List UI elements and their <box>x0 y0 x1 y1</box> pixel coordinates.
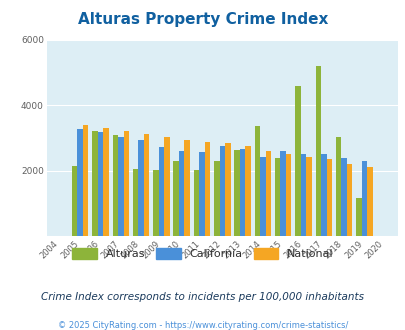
Bar <box>355 198 361 236</box>
Bar <box>224 143 230 236</box>
Bar <box>346 164 352 236</box>
Bar <box>315 66 320 236</box>
Bar <box>83 125 88 236</box>
Bar <box>280 151 285 236</box>
Bar <box>138 140 143 236</box>
Bar <box>219 146 224 236</box>
Bar <box>204 142 210 236</box>
Bar <box>361 161 366 236</box>
Bar <box>143 134 149 236</box>
Bar <box>184 140 190 236</box>
Bar <box>98 132 103 236</box>
Bar <box>294 86 300 236</box>
Bar <box>366 167 372 236</box>
Bar <box>158 147 164 236</box>
Bar <box>234 149 239 236</box>
Text: © 2025 CityRating.com - https://www.cityrating.com/crime-statistics/: © 2025 CityRating.com - https://www.city… <box>58 321 347 330</box>
Bar <box>103 128 109 236</box>
Bar <box>132 169 138 236</box>
Bar <box>112 135 118 236</box>
Bar <box>254 126 260 236</box>
Bar <box>260 157 265 236</box>
Bar <box>173 161 179 236</box>
Bar <box>123 131 129 236</box>
Bar <box>305 157 311 236</box>
Bar <box>179 150 184 236</box>
Bar <box>72 166 77 236</box>
Bar <box>265 150 271 236</box>
Bar <box>245 146 250 236</box>
Bar <box>300 154 305 236</box>
Text: Alturas Property Crime Index: Alturas Property Crime Index <box>78 12 327 26</box>
Bar <box>199 152 204 236</box>
Bar <box>320 154 326 236</box>
Bar <box>92 131 98 236</box>
Bar <box>213 161 219 236</box>
Bar <box>153 170 158 236</box>
Bar <box>77 129 83 236</box>
Bar <box>239 149 245 236</box>
Legend: Alturas, California, National: Alturas, California, National <box>68 244 337 263</box>
Bar <box>285 154 291 236</box>
Bar <box>274 158 280 236</box>
Bar <box>335 137 341 236</box>
Bar <box>326 159 331 236</box>
Bar <box>164 138 169 236</box>
Bar <box>118 137 123 236</box>
Bar <box>193 170 199 236</box>
Text: Crime Index corresponds to incidents per 100,000 inhabitants: Crime Index corresponds to incidents per… <box>41 292 364 302</box>
Bar <box>341 158 346 236</box>
